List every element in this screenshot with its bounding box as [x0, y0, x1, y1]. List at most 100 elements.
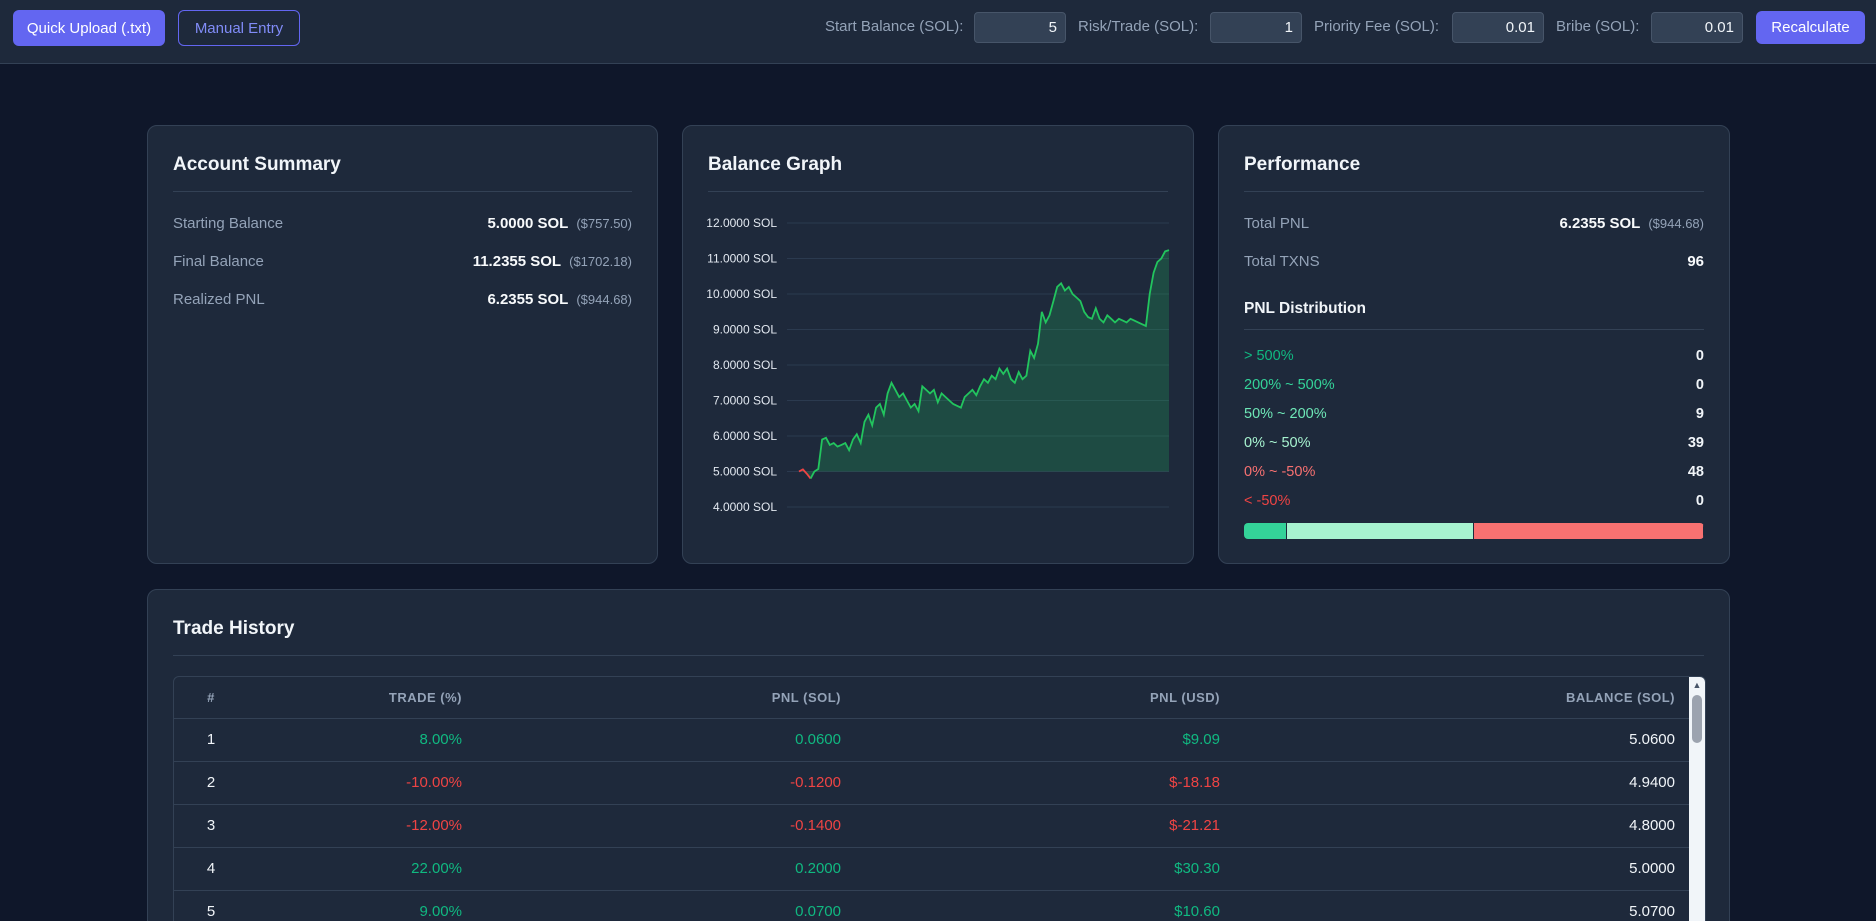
cell-number: 3: [206, 817, 216, 834]
balance-chart: 12.0000 SOL 11.0000 SOL 10.0000 SOL 9.0000 …: [706, 216, 1170, 514]
cell-balance-sol: 4.9400: [1629, 774, 1675, 791]
header-number[interactable]: #: [207, 690, 215, 705]
final-balance-label: Final Balance: [173, 253, 264, 270]
priority-fee-input[interactable]: [1452, 12, 1544, 43]
cell-number: 5: [206, 903, 216, 920]
starting-balance-label: Starting Balance: [173, 215, 284, 232]
final-balance-sol: 11.2355 SOL: [472, 253, 562, 270]
total-pnl-value: 6.2355 SOL ($944.68): [1559, 215, 1704, 232]
y-tick-label: 8.0000 SOL: [713, 358, 777, 372]
y-tick-label: 5.0000 SOL: [713, 465, 777, 479]
cell-pnl-usd: $10.60: [1174, 903, 1220, 920]
header-pnl-sol[interactable]: PNL (SOL): [771, 690, 841, 705]
risk-trade-input[interactable]: [1210, 12, 1302, 43]
scroll-up-arrow-icon[interactable]: ▲: [1692, 680, 1702, 690]
starting-balance-value: 5.0000 SOL ($757.50): [487, 215, 632, 232]
y-tick-label: 10.0000 SOL: [706, 287, 777, 301]
table-row[interactable]: 5 9.00% 0.0700 $10.60 5.0700: [174, 891, 1691, 921]
y-tick-label: 6.0000 SOL: [713, 429, 777, 443]
total-pnl-label: Total PNL: [1244, 215, 1310, 232]
toolbar: Quick Upload (.txt) Manual Entry Start B…: [0, 0, 1876, 64]
pnl-distribution-row: 0% ~ -50% 48: [1244, 464, 1704, 484]
table-row[interactable]: 3 -12.00% -0.1400 $-21.21 4.8000: [174, 805, 1691, 848]
total-txns-value: 96: [1687, 253, 1704, 270]
cell-pnl-usd: $30.30: [1174, 860, 1220, 877]
manual-entry-button[interactable]: Manual Entry: [178, 10, 300, 46]
pnl-distribution-row: 0% ~ 50% 39: [1244, 435, 1704, 455]
performance-title: Performance: [1244, 154, 1361, 175]
distribution-bar-segment: [1244, 523, 1288, 539]
cell-trade-percent: 22.00%: [411, 860, 462, 877]
starting-balance-sol: 5.0000 SOL: [487, 215, 569, 232]
trade-history-table: # TRADE (%) PNL (SOL) PNL (USD) BALANCE …: [173, 676, 1706, 921]
divider: [1244, 329, 1704, 330]
distribution-range-label: < -50%: [1244, 493, 1291, 509]
cell-pnl-usd: $-21.21: [1169, 817, 1220, 834]
bribe-label: Bribe (SOL):: [1556, 18, 1640, 35]
cell-number: 2: [206, 774, 216, 791]
pnl-distribution-row: < -50% 0: [1244, 493, 1704, 513]
final-balance-value: 11.2355 SOL ($1702.18): [473, 253, 632, 270]
distribution-bar-segment: [1287, 523, 1474, 539]
pnl-distribution-title: PNL Distribution: [1244, 300, 1366, 317]
cell-balance-sol: 4.8000: [1629, 817, 1675, 834]
divider: [173, 655, 1704, 656]
balance-line: [809, 249, 1170, 480]
recalculate-button[interactable]: Recalculate: [1756, 11, 1865, 44]
header-trade-percent[interactable]: TRADE (%): [388, 690, 462, 705]
distribution-range-label: > 500%: [1244, 348, 1294, 364]
table-row[interactable]: 4 22.00% 0.2000 $30.30 5.0000: [174, 848, 1691, 891]
table-row[interactable]: 1 8.00% 0.0600 $9.09 5.0600: [174, 719, 1691, 762]
realized-pnl-value: 6.2355 SOL ($944.68): [487, 291, 632, 308]
y-tick-label: 12.0000 SOL: [706, 216, 777, 230]
pnl-distribution-row: > 500% 0: [1244, 348, 1704, 368]
start-balance-input[interactable]: [974, 12, 1066, 43]
distribution-count: 0: [1695, 377, 1704, 393]
cell-balance-sol: 5.0000: [1629, 860, 1675, 877]
priority-fee-label: Priority Fee (SOL):: [1314, 18, 1440, 35]
cell-trade-percent: 9.00%: [419, 903, 462, 920]
divider: [173, 191, 632, 192]
realized-pnl-usd: ($944.68): [576, 292, 632, 307]
total-txns-label: Total TXNS: [1244, 253, 1320, 270]
cell-pnl-sol: -0.1200: [790, 774, 841, 791]
quick-upload-button[interactable]: Quick Upload (.txt): [13, 10, 165, 46]
cell-trade-percent: -12.00%: [406, 817, 462, 834]
distribution-count: 39: [1687, 435, 1704, 451]
distribution-count: 48: [1687, 464, 1704, 480]
distribution-range-label: 50% ~ 200%: [1244, 406, 1327, 422]
scroll-thumb[interactable]: [1692, 695, 1702, 743]
realized-pnl-sol: 6.2355 SOL: [487, 291, 569, 308]
realized-pnl-label: Realized PNL: [173, 291, 265, 308]
start-balance-label: Start Balance (SOL):: [825, 18, 964, 35]
balance-area: [799, 250, 1169, 479]
bribe-input[interactable]: [1651, 12, 1743, 43]
y-tick-label: 7.0000 SOL: [713, 394, 777, 408]
balance-graph-card: Balance Graph 12.0000 SOL 11.0000 SOL 10.0…: [682, 125, 1194, 564]
trade-history-title: Trade History: [173, 618, 295, 639]
performance-card: Performance Total PNL 6.2355 SOL ($944.68…: [1218, 125, 1730, 564]
cell-pnl-sol: 0.0600: [795, 731, 841, 748]
distribution-count: 9: [1695, 406, 1704, 422]
pnl-distribution-row: 200% ~ 500% 0: [1244, 377, 1704, 397]
divider: [708, 191, 1168, 192]
account-summary-card: Account Summary Starting Balance 5.0000 …: [147, 125, 658, 564]
table-row[interactable]: 2 -10.00% -0.1200 $-18.18 4.9400: [174, 762, 1691, 805]
distribution-count: 0: [1695, 493, 1704, 509]
distribution-range-label: 200% ~ 500%: [1244, 377, 1335, 393]
header-pnl-usd[interactable]: PNL (USD): [1150, 690, 1220, 705]
cell-pnl-sol: -0.1400: [790, 817, 841, 834]
cell-pnl-usd: $-18.18: [1169, 774, 1220, 791]
cell-trade-percent: 8.00%: [419, 731, 462, 748]
cell-number: 1: [206, 731, 216, 748]
cell-pnl-usd: $9.09: [1182, 731, 1220, 748]
table-scrollbar[interactable]: ▲: [1689, 677, 1705, 921]
risk-trade-label: Risk/Trade (SOL):: [1078, 18, 1199, 35]
distribution-count: 0: [1695, 348, 1704, 364]
distribution-range-label: 0% ~ 50%: [1244, 435, 1311, 451]
y-tick-label: 11.0000 SOL: [707, 252, 777, 266]
balance-line-drawdown: [798, 468, 812, 480]
header-balance-sol[interactable]: BALANCE (SOL): [1565, 690, 1675, 705]
cell-number: 4: [206, 860, 216, 877]
total-pnl-sol: 6.2355 SOL: [1559, 215, 1641, 232]
